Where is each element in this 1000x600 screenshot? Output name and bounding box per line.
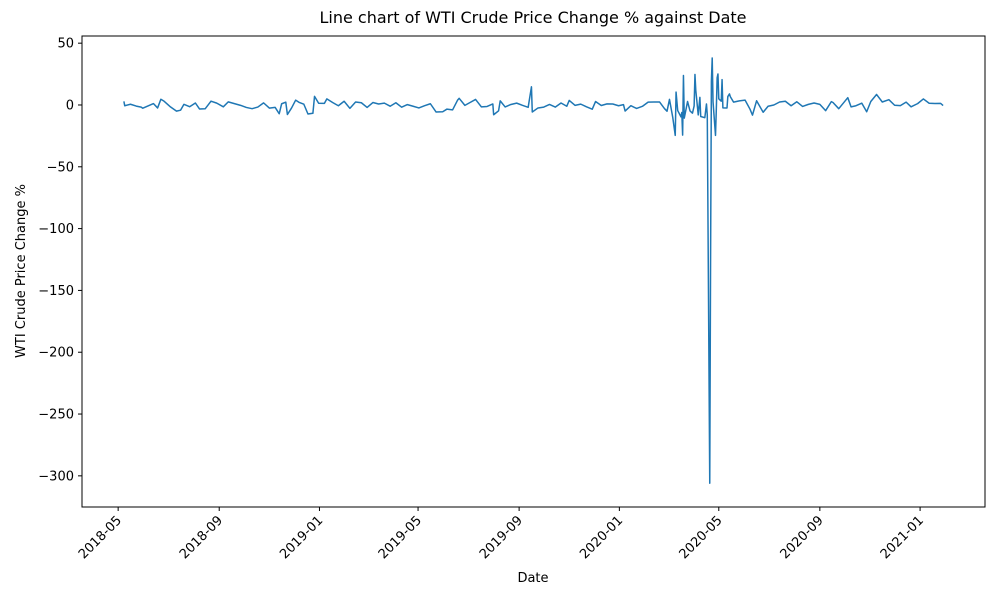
x-tick-label: 2020-01: [577, 513, 626, 562]
plot-frame: [81, 35, 986, 508]
chart-title: Line chart of WTI Crude Price Change % a…: [319, 8, 746, 27]
y-tick-label: −150: [38, 284, 74, 299]
y-tick-label: 0: [66, 98, 74, 113]
y-tick-label: −50: [47, 160, 74, 175]
y-tick-label: −200: [38, 346, 74, 361]
x-tick-label: 2020-05: [677, 513, 726, 562]
x-axis-label: Date: [517, 571, 548, 586]
x-tick-label: 2019-01: [277, 513, 326, 562]
data-line: [123, 57, 944, 485]
y-axis-label: WTI Crude Price Change %: [14, 184, 29, 358]
x-tick-label: 2021-01: [878, 513, 927, 562]
y-tick-label: −300: [38, 469, 74, 484]
x-tick-label: 2020-09: [778, 513, 827, 562]
x-tick-label: 2018-09: [177, 513, 226, 562]
x-tick-label: 2019-05: [376, 513, 425, 562]
x-tick-label: 2018-05: [76, 513, 125, 562]
y-tick-label: 50: [57, 37, 74, 52]
x-tick-label: 2019-09: [477, 513, 526, 562]
y-tick-label: −250: [38, 408, 74, 423]
y-tick-label: −100: [38, 222, 74, 237]
